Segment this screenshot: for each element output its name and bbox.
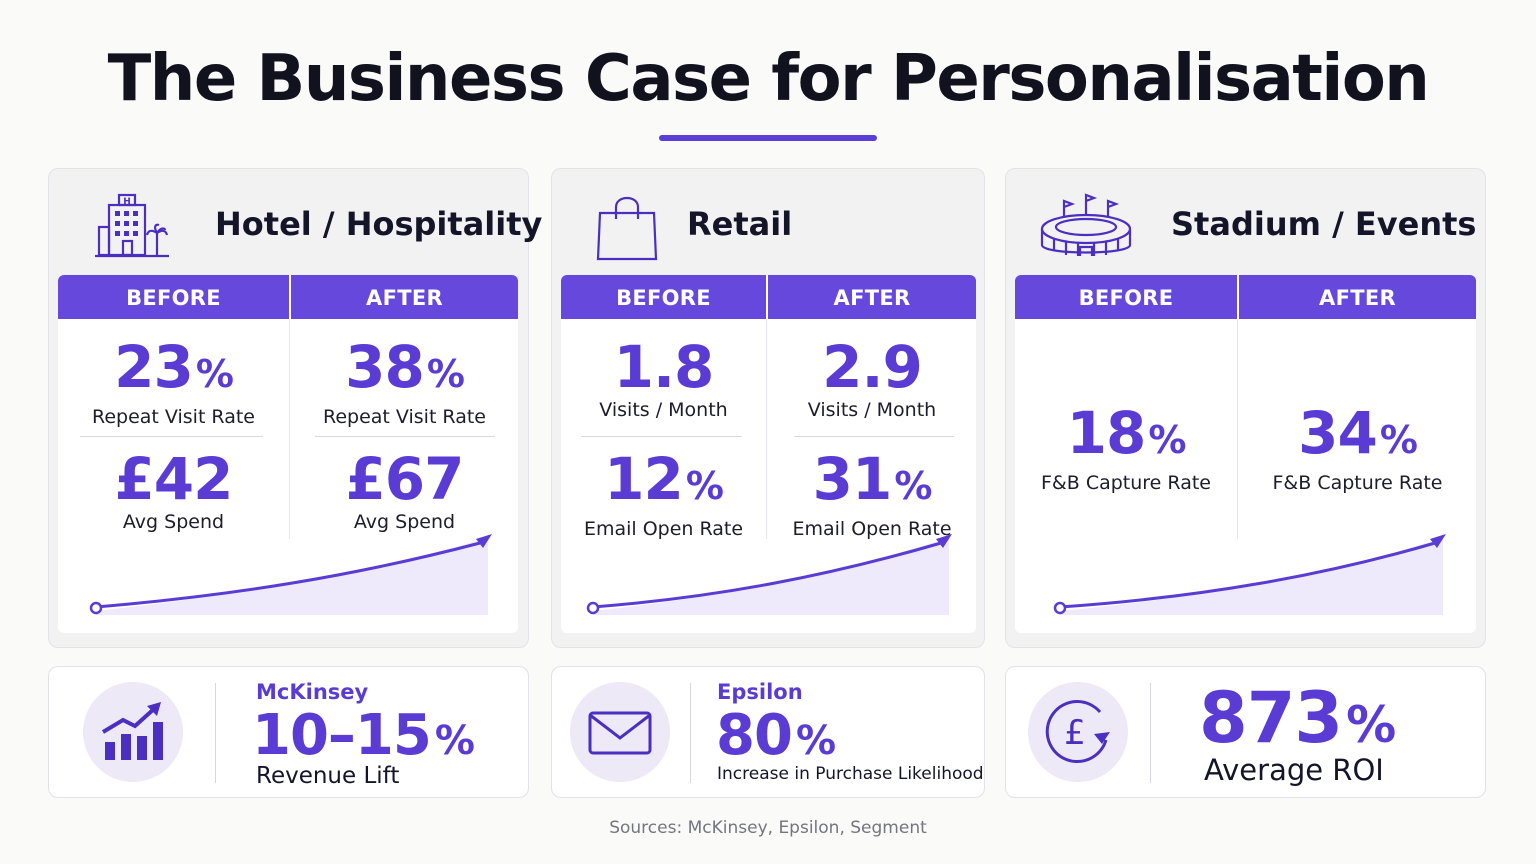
hotel-after-header: AFTER (291, 275, 518, 319)
upward-trend-line-icon (1053, 534, 1446, 615)
stat-value: 1.8 (613, 333, 715, 401)
epsilon-source: Epsilon (717, 680, 803, 704)
hotel-before-avg-spend: £42 Avg Spend (58, 449, 289, 533)
retail-row-divider-before (581, 436, 742, 437)
stadium-after-header: AFTER (1239, 275, 1476, 319)
mckinsey-source: McKinsey (256, 680, 369, 704)
stat-label: Visits / Month (807, 399, 937, 421)
retail-before-email-open: 12% Email Open Rate (561, 449, 766, 540)
stat-label: Email Open Rate (792, 518, 952, 540)
retail-after-visits: 2.9 Visits / Month (768, 337, 976, 421)
page-title: The Business Case for Personalisation (107, 42, 1430, 116)
hotel-row-divider-after (315, 436, 495, 437)
retail-stats-panel: BEFORE AFTER 1.8 Visits / Month 2.9 Visi… (561, 275, 976, 633)
hotel-before-repeat-visit: 23% Repeat Visit Rate (58, 337, 289, 428)
hotel-stats-panel: BEFORE AFTER 23% Repeat Visit Rate 38% R… (58, 275, 518, 633)
epsilon-card: Epsilon 80% Increase in Purchase Likelih… (551, 666, 985, 798)
stat-value: 12% (604, 445, 724, 513)
epsilon-label: Increase in Purchase Likelihood (717, 764, 984, 784)
roi-card: £ 873% Average ROI (1005, 666, 1486, 798)
stadium-stats-panel: BEFORE AFTER 18% F&B Capture Rate 34% F&… (1015, 275, 1476, 633)
mckinsey-label: Revenue Lift (256, 763, 400, 789)
retail-after-header: AFTER (768, 275, 976, 319)
retail-before-visits: 1.8 Visits / Month (561, 337, 766, 421)
pound-cycle-icon: £ (1028, 682, 1128, 782)
stat-value: 23% (114, 333, 234, 401)
envelope-icon (570, 682, 670, 782)
retail-before-header: BEFORE (561, 275, 766, 319)
hotel-card: H Hotel / Hospitality BEFORE AFTER 23% R… (48, 168, 542, 648)
stat-value: 18% (1066, 399, 1187, 467)
stat-value: 2.9 (822, 333, 923, 401)
roi-divider (1150, 683, 1151, 783)
retail-card: Retail BEFORE AFTER 1.8 Visits / Month 2… (551, 168, 985, 648)
stat-value: 38% (345, 333, 465, 401)
shopping-bag-icon (596, 196, 658, 261)
stadium-icon (1040, 193, 1132, 256)
hotel-row-divider-before (80, 436, 263, 437)
mckinsey-card: McKinsey 10–15% Revenue Lift (48, 666, 529, 798)
stat-label: F&B Capture Rate (1272, 472, 1443, 494)
sources-footnote: Sources: McKinsey, Epsilon, Segment (609, 818, 927, 838)
roi-value: 873% (1199, 677, 1396, 759)
roi-label: Average ROI (1204, 753, 1384, 787)
stadium-card: Stadium / Events BEFORE AFTER 18% F&B Ca… (1005, 168, 1486, 648)
title-underline (659, 135, 877, 141)
stat-label: Repeat Visit Rate (91, 406, 255, 428)
epsilon-divider (690, 683, 691, 783)
stadium-after-fb-capture: 34% F&B Capture Rate (1239, 403, 1476, 494)
hotel-after-avg-spend: £67 Avg Spend (291, 449, 518, 533)
retail-after-email-open: 31% Email Open Rate (768, 449, 976, 540)
stadium-card-title: Stadium / Events (1171, 205, 1477, 243)
stat-label: Email Open Rate (583, 518, 744, 540)
hotel-before-header: BEFORE (58, 275, 289, 319)
stadium-before-header: BEFORE (1015, 275, 1237, 319)
epsilon-value: 80% (716, 703, 836, 768)
upward-trend-line-icon (89, 534, 492, 615)
svg-text:£: £ (1064, 713, 1086, 753)
stat-label: Avg Spend (122, 511, 225, 533)
hotel-after-repeat-visit: 38% Repeat Visit Rate (291, 337, 518, 428)
retail-card-header: Retail (552, 169, 984, 276)
stat-value: £67 (345, 445, 464, 513)
upward-trend-line-icon (586, 534, 952, 615)
retail-column-divider (766, 319, 767, 539)
hotel-icon: H (95, 193, 169, 258)
stat-label: Avg Spend (353, 511, 456, 533)
stat-label: Visits / Month (599, 399, 728, 421)
bar-chart-growth-icon (83, 682, 183, 782)
svg-text:H: H (123, 197, 131, 207)
hotel-card-header: H Hotel / Hospitality (49, 169, 542, 276)
hotel-column-divider (289, 319, 290, 539)
stadium-column-divider (1237, 319, 1238, 539)
stat-value: 31% (812, 445, 933, 513)
mckinsey-divider (215, 683, 216, 783)
stadium-card-header: Stadium / Events (1006, 169, 1485, 276)
mckinsey-value: 10–15% (252, 703, 475, 768)
stat-value: 34% (1298, 399, 1418, 467)
retail-row-divider-after (794, 436, 954, 437)
retail-card-title: Retail (687, 205, 793, 243)
hotel-card-title: Hotel / Hospitality (215, 205, 543, 243)
stadium-before-fb-capture: 18% F&B Capture Rate (1015, 403, 1237, 494)
stat-value: £42 (114, 445, 233, 513)
stat-label: F&B Capture Rate (1041, 472, 1211, 494)
stat-label: Repeat Visit Rate (322, 406, 486, 428)
